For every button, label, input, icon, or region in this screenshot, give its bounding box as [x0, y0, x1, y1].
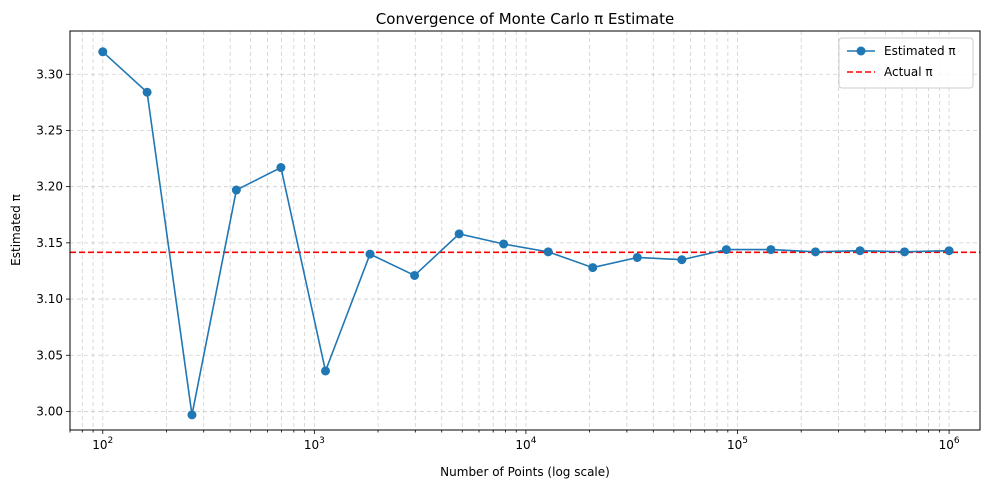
- data-point: [499, 239, 509, 249]
- legend: Estimated π Actual π: [838, 37, 974, 89]
- y-tick-label: 3.30: [36, 67, 63, 81]
- y-tick-label: 3.10: [36, 292, 63, 306]
- data-point: [410, 270, 420, 280]
- data-point: [365, 249, 375, 259]
- legend-label-estimated: Estimated π: [884, 44, 956, 58]
- legend-marker-estimated: [856, 46, 866, 56]
- data-point: [142, 87, 152, 97]
- data-point: [677, 255, 687, 265]
- data-point: [98, 47, 108, 57]
- plot-frame: [69, 30, 981, 431]
- data-point: [766, 245, 776, 255]
- y-tick-label: 3.00: [36, 404, 63, 418]
- data-point: [855, 246, 865, 256]
- estimated-pi-line: [102, 51, 950, 415]
- y-axis-label: Estimated π: [9, 194, 23, 266]
- data-point: [900, 247, 910, 257]
- y-ticks: 3.00 3.05 3.10 3.15 3.20 3.25 3.30: [36, 67, 70, 418]
- x-tick-label: 106: [939, 436, 960, 452]
- legend-label-actual: Actual π: [884, 65, 933, 79]
- y-tick-label: 3.15: [36, 236, 63, 250]
- grid: [69, 31, 980, 430]
- data-point: [944, 246, 954, 256]
- x-tick-label: 105: [727, 436, 748, 452]
- x-tick-label: 104: [515, 436, 536, 452]
- y-tick-label: 3.25: [36, 123, 63, 137]
- data-point: [231, 185, 241, 195]
- y-tick-label: 3.05: [36, 348, 63, 362]
- data-point: [810, 247, 820, 257]
- data-point: [543, 247, 553, 257]
- data-point: [454, 229, 464, 239]
- y-tick-label: 3.20: [36, 180, 63, 194]
- series-layer: [70, 47, 980, 420]
- chart-title: Convergence of Monte Carlo π Estimate: [376, 10, 674, 28]
- x-tick-label: 102: [92, 436, 113, 452]
- x-ticks: 102 103 104 105 106: [69, 430, 960, 452]
- data-point: [588, 263, 598, 273]
- data-point: [276, 163, 286, 173]
- data-point: [320, 366, 330, 376]
- data-point: [721, 245, 731, 255]
- data-point: [187, 410, 197, 420]
- data-point: [632, 252, 642, 262]
- x-tick-label: 103: [304, 436, 325, 452]
- x-axis-label: Number of Points (log scale): [440, 465, 610, 479]
